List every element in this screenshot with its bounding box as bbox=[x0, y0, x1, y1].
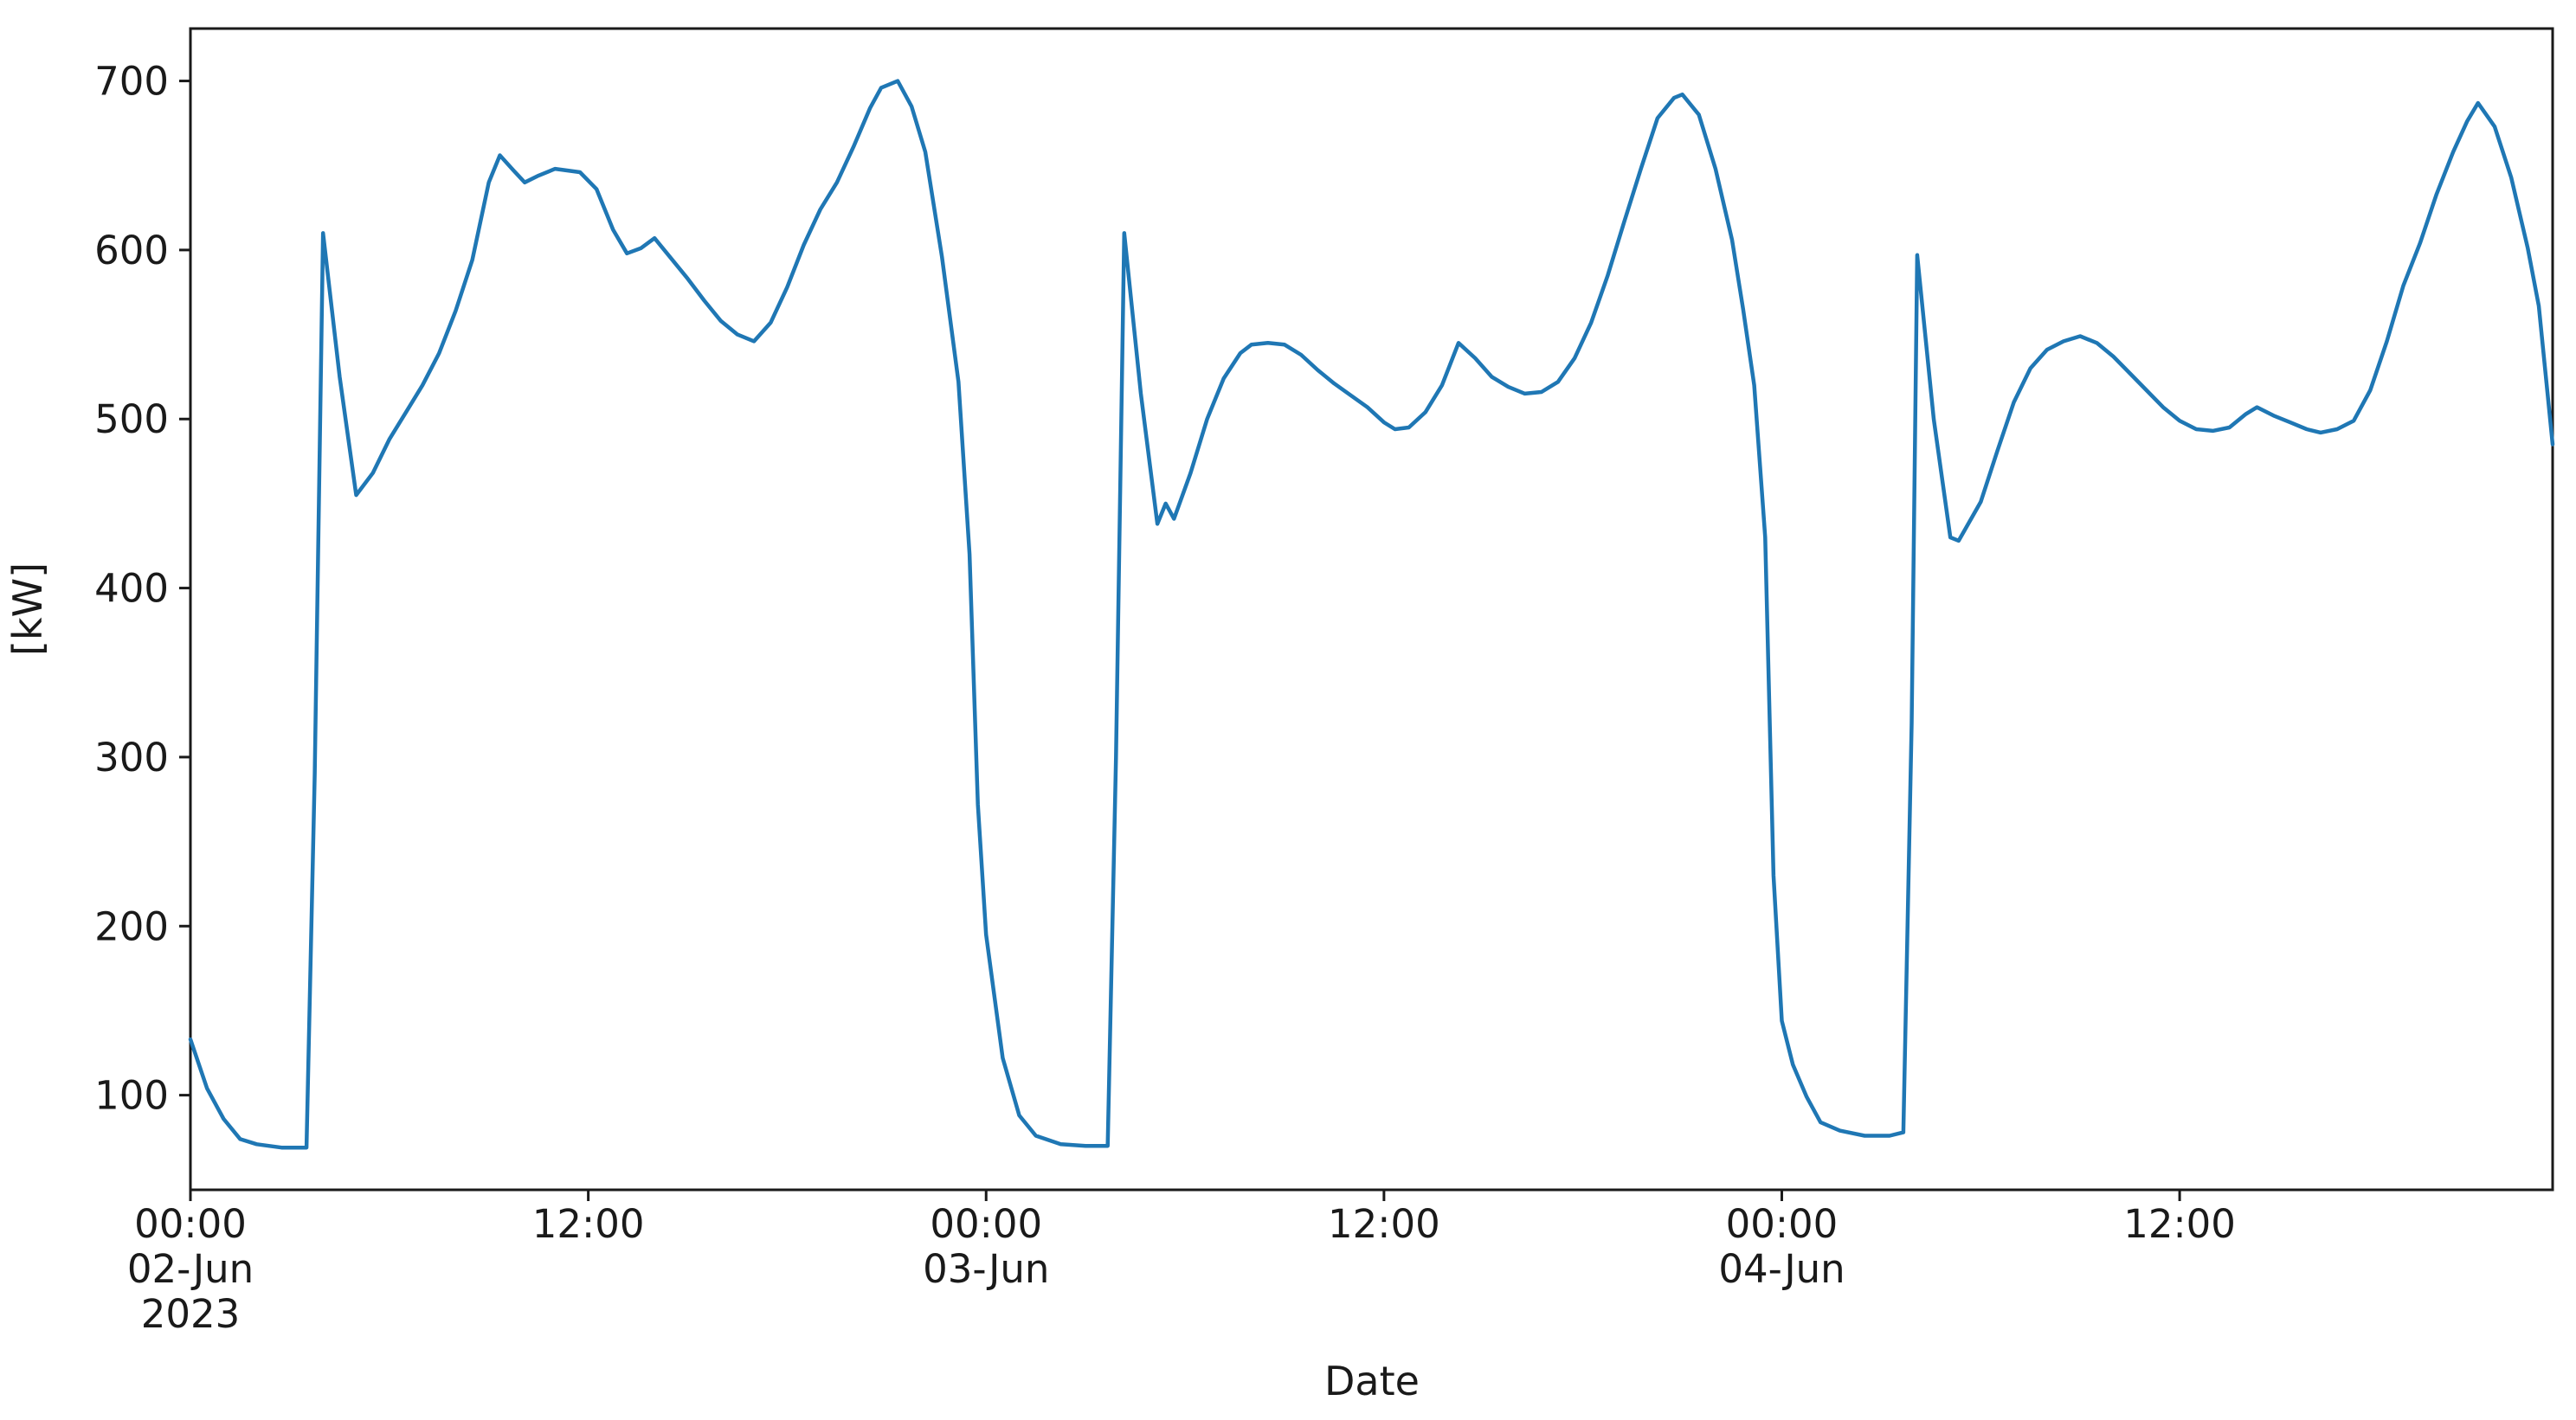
x-tick-label-line: 04-Jun bbox=[1718, 1246, 1845, 1292]
y-tick-label: 400 bbox=[94, 566, 169, 612]
y-tick-label: 300 bbox=[94, 735, 169, 781]
x-tick-label: 00:00 04-Jun bbox=[1718, 1201, 1845, 1292]
y-tick-label: 500 bbox=[94, 396, 169, 442]
y-tick-label: 100 bbox=[94, 1073, 169, 1119]
x-tick-label-line: 03-Jun bbox=[923, 1246, 1049, 1292]
x-tick-label: 00:00 03-Jun bbox=[923, 1201, 1049, 1292]
load-series-line bbox=[188, 79, 2555, 1150]
x-tick-label-line: 00:00 bbox=[1726, 1201, 1839, 1247]
x-tick-label-line: 00:00 bbox=[930, 1201, 1042, 1247]
y-tick-label: 700 bbox=[94, 59, 169, 105]
x-tick-label-line: 02-Jun bbox=[127, 1246, 254, 1292]
x-tick-label-line: 12:00 bbox=[1328, 1201, 1440, 1247]
y-axis-title: [kW] bbox=[4, 562, 51, 656]
x-tick-label: 12:00 bbox=[1328, 1201, 1440, 1247]
x-tick-label: 00:00 02-Jun 2023 bbox=[127, 1201, 254, 1337]
x-tick-label-line: 2023 bbox=[141, 1291, 241, 1337]
plot-area-border bbox=[189, 27, 2554, 1192]
x-axis-title: Date bbox=[1324, 1358, 1420, 1404]
y-tick-label: 600 bbox=[94, 228, 169, 273]
x-tick-label: 12:00 bbox=[2123, 1201, 2236, 1247]
series-group bbox=[188, 79, 2555, 1150]
x-tick-label-line: 12:00 bbox=[2123, 1201, 2236, 1247]
x-tick-label-line: 00:00 bbox=[134, 1201, 247, 1247]
x-tick-label: 12:00 bbox=[532, 1201, 645, 1247]
x-tick-label-line: 12:00 bbox=[532, 1201, 645, 1247]
y-tick-label: 200 bbox=[94, 903, 169, 949]
